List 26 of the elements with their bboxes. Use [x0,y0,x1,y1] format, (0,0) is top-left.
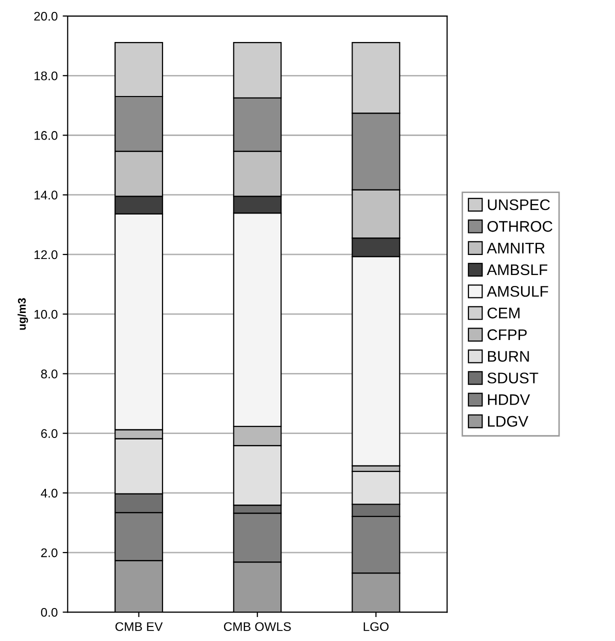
legend-label: AMNITR [486,242,545,254]
y-tick-label: 12.0 [34,250,58,260]
legend-label: CFPP [488,329,527,340]
legend-label: AMBSLF [486,264,548,276]
y-tick-label: 6.0 [41,429,58,438]
y-tick-label: 18.0 [34,71,58,80]
legend-label: SDUST [487,372,538,384]
legend-label: AMSULF [486,286,548,297]
y-tick-label: 2.0 [41,548,58,558]
y-tick-label: 10.0 [34,310,58,319]
y-axis-title: ug/m3 [18,298,28,330]
y-tick-label: 16.0 [34,131,58,140]
y-tick-label: 4.0 [40,488,58,498]
x-tick-label: CMB EV [115,622,163,632]
x-tick-label: LGO [364,622,389,632]
legend-label: HDDV [488,394,530,405]
legend-label: CEM [488,308,520,318]
x-tick-label: CMB OWLS [224,622,291,632]
y-tick-label: 20.0 [34,12,58,21]
legend-label: OTHROC [488,221,552,232]
legend-label: LDGV [488,416,528,427]
legend-label: UNSPEC [488,199,550,210]
legend-label: BURN [488,351,529,362]
y-tick-label: 0.0 [41,608,58,617]
y-tick-label: 8.0 [41,370,58,378]
y-tick-label: 14.0 [34,190,58,200]
